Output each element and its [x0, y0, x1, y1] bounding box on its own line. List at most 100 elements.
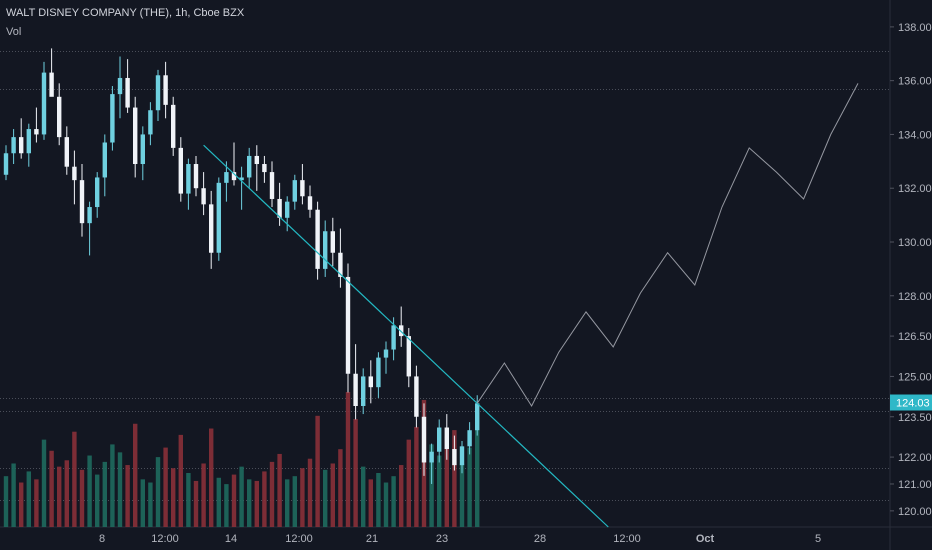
last-price-label: 124.03	[896, 398, 930, 410]
candle-body	[437, 427, 442, 452]
volume-bar	[34, 479, 39, 527]
candle-body	[11, 137, 16, 154]
price-axis[interactable]: 120.00 121.00 122.00 123.50 125.00 126.50 128.…	[890, 22, 932, 518]
volume-bar	[429, 444, 434, 527]
candle-body	[444, 427, 449, 450]
candle-body	[231, 172, 237, 181]
candle-body	[353, 373, 358, 407]
volume-bar	[102, 461, 107, 527]
last-price-badge	[890, 394, 932, 411]
time-tick-label: 12:00	[285, 533, 313, 545]
volume-bar	[391, 476, 396, 527]
price-tick-label: 120.00	[898, 506, 932, 518]
candle-body	[459, 446, 465, 466]
candle-body	[186, 164, 191, 194]
candle-body	[475, 403, 480, 431]
volume-bar	[269, 461, 275, 527]
volume-bar	[79, 469, 85, 527]
volume-bar	[239, 466, 244, 527]
price-tick-label: 123.50	[898, 412, 932, 424]
volume-bar	[26, 471, 31, 527]
time-axis[interactable]: 8 12:00 14 12:00 21 23 28 12:00 Oct 5	[99, 533, 821, 545]
volume-bar	[338, 449, 343, 527]
volume-bar	[110, 444, 115, 527]
price-tick-label: 134.00	[898, 129, 932, 141]
price-tick-label: 128.00	[898, 291, 932, 303]
candles[interactable]	[3, 48, 480, 484]
volume-bar	[437, 455, 442, 527]
volume-bar	[300, 468, 305, 527]
candle-body	[330, 231, 335, 253]
candle-body	[292, 180, 297, 202]
candle-body	[209, 204, 214, 253]
time-tick-label: 12:00	[613, 533, 641, 545]
candle-body	[429, 451, 434, 463]
candle-body	[376, 357, 381, 388]
volume-bar	[323, 469, 328, 527]
price-tick-label: 125.00	[898, 371, 932, 383]
volume-bar	[140, 479, 145, 527]
candle-body	[87, 207, 92, 224]
candle-body	[345, 276, 351, 374]
volume-bar	[95, 474, 100, 527]
candle-body	[110, 94, 115, 143]
volume-bar	[49, 450, 54, 527]
candle-body	[133, 107, 138, 165]
candle-body	[262, 164, 267, 173]
candle-body	[307, 196, 313, 210]
volume-bar	[376, 473, 381, 527]
volume-bar	[315, 415, 320, 527]
price-tick-label: 132.00	[898, 183, 932, 195]
volume-bar	[353, 419, 358, 527]
candle-body	[178, 147, 183, 194]
time-tick-label: 5	[815, 533, 821, 545]
volume-bar	[224, 484, 229, 527]
volume-indicator-label[interactable]: Vol	[6, 26, 22, 38]
volume-bar	[330, 463, 335, 527]
candle-body	[79, 180, 85, 224]
volume-bar	[399, 465, 404, 527]
volume-bar	[345, 392, 351, 527]
time-tick-label: 8	[99, 533, 105, 545]
symbol-title[interactable]: WALT DISNEY COMPANY (THE), 1h, Cboe BZX	[6, 7, 245, 19]
volume-bar	[368, 479, 373, 527]
candle-body	[452, 449, 457, 466]
volume-bar	[57, 466, 62, 527]
volume-bar	[247, 479, 252, 527]
candle-body	[224, 172, 229, 183]
candle-body	[163, 75, 168, 105]
time-tick-label: Oct	[696, 533, 715, 545]
candle-body	[399, 325, 404, 337]
volume-bar	[171, 468, 176, 527]
volume-bar	[11, 463, 16, 527]
candle-body	[26, 129, 31, 154]
candle-body	[148, 110, 153, 135]
volume-bar	[254, 480, 259, 527]
volume-bar	[406, 439, 411, 527]
volume-bar	[64, 460, 69, 527]
volume-bar	[262, 471, 267, 527]
price-tick-label: 121.00	[898, 479, 932, 491]
candle-body	[34, 129, 39, 135]
candle-body	[140, 134, 145, 165]
time-tick-label: 28	[534, 533, 546, 545]
candle-body	[383, 349, 389, 358]
volume-bar	[193, 480, 199, 527]
volume-bar	[125, 465, 130, 527]
candle-body	[117, 77, 123, 95]
volume-bar	[3, 476, 9, 527]
candle-body	[72, 166, 77, 181]
time-tick-label: 14	[225, 533, 237, 545]
volume-bar	[459, 463, 465, 527]
candle-body	[201, 188, 206, 205]
volume-bar	[467, 447, 472, 527]
candle-body	[57, 96, 62, 138]
volume-bar	[475, 412, 480, 527]
price-tick-label: 122.00	[898, 452, 932, 464]
volume-bar	[133, 423, 138, 527]
candle-body	[421, 416, 427, 463]
candle-body	[254, 155, 259, 165]
price-tick-label: 126.50	[898, 331, 932, 343]
drawings[interactable]	[203, 83, 859, 528]
